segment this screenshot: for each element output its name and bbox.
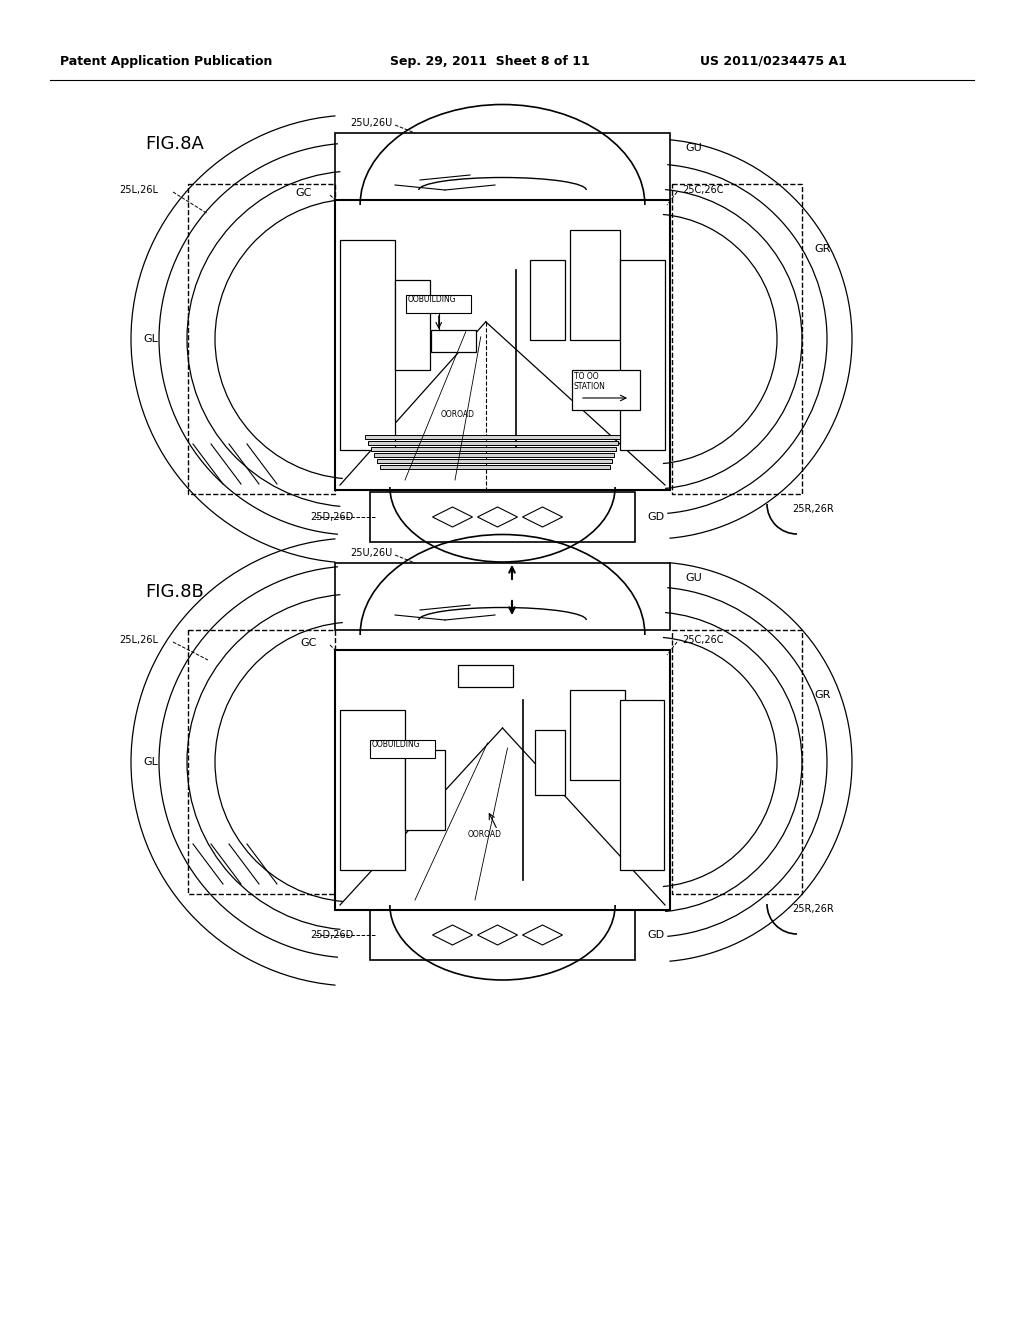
- Bar: [188, 630, 335, 894]
- Bar: [458, 665, 512, 686]
- Text: 25U,26U: 25U,26U: [350, 548, 392, 558]
- Bar: [377, 459, 612, 463]
- Bar: [620, 260, 665, 450]
- Bar: [370, 741, 435, 758]
- Bar: [188, 183, 335, 494]
- Text: OOROAD: OOROAD: [468, 830, 502, 840]
- Bar: [395, 280, 430, 370]
- Text: GD: GD: [647, 512, 665, 521]
- Text: FIG.8A: FIG.8A: [145, 135, 204, 153]
- Text: GU: GU: [685, 143, 701, 153]
- Bar: [365, 436, 620, 440]
- Text: GD: GD: [647, 931, 665, 940]
- Bar: [620, 700, 664, 870]
- Bar: [368, 441, 618, 445]
- Bar: [572, 370, 640, 411]
- Bar: [335, 133, 670, 201]
- Text: 25C,26C: 25C,26C: [682, 185, 724, 195]
- Bar: [570, 230, 620, 341]
- Text: OOBUILDING: OOBUILDING: [372, 741, 421, 748]
- Text: 25D,26D: 25D,26D: [310, 931, 353, 940]
- Bar: [530, 260, 565, 341]
- Text: 25R,26R: 25R,26R: [792, 504, 834, 513]
- Text: Sep. 29, 2011  Sheet 8 of 11: Sep. 29, 2011 Sheet 8 of 11: [390, 55, 590, 69]
- Bar: [570, 690, 625, 780]
- Bar: [371, 447, 616, 451]
- Text: OOBUILDING: OOBUILDING: [408, 294, 457, 304]
- Text: GC: GC: [295, 187, 311, 198]
- Bar: [335, 201, 670, 490]
- Bar: [406, 294, 471, 313]
- Bar: [672, 630, 802, 894]
- Bar: [431, 330, 476, 352]
- Text: GL: GL: [143, 756, 158, 767]
- Text: GR: GR: [814, 244, 830, 253]
- Text: 25L,26L: 25L,26L: [119, 635, 158, 645]
- Text: GR: GR: [814, 690, 830, 700]
- Text: 25D,26D: 25D,26D: [310, 512, 353, 521]
- Text: 25L,26L: 25L,26L: [119, 185, 158, 195]
- Text: GC: GC: [300, 638, 316, 648]
- Bar: [374, 453, 614, 457]
- Bar: [370, 492, 635, 543]
- Text: 25U,26U: 25U,26U: [350, 117, 392, 128]
- Text: GU: GU: [685, 573, 701, 583]
- Text: US 2011/0234475 A1: US 2011/0234475 A1: [700, 55, 847, 69]
- Text: GL: GL: [143, 334, 158, 345]
- Bar: [335, 564, 670, 630]
- Bar: [340, 240, 395, 450]
- Bar: [406, 750, 445, 830]
- Text: TO OO: TO OO: [574, 372, 599, 381]
- Text: STATION: STATION: [574, 381, 606, 391]
- Text: 25C,26C: 25C,26C: [682, 635, 724, 645]
- Bar: [370, 909, 635, 960]
- Bar: [380, 465, 610, 469]
- Bar: [335, 649, 670, 909]
- Text: 25R,26R: 25R,26R: [792, 904, 834, 913]
- Text: Patent Application Publication: Patent Application Publication: [60, 55, 272, 69]
- Text: OOROAD: OOROAD: [440, 411, 475, 418]
- Text: FIG.8B: FIG.8B: [145, 583, 204, 601]
- Bar: [535, 730, 565, 795]
- Bar: [340, 710, 406, 870]
- Bar: [672, 183, 802, 494]
